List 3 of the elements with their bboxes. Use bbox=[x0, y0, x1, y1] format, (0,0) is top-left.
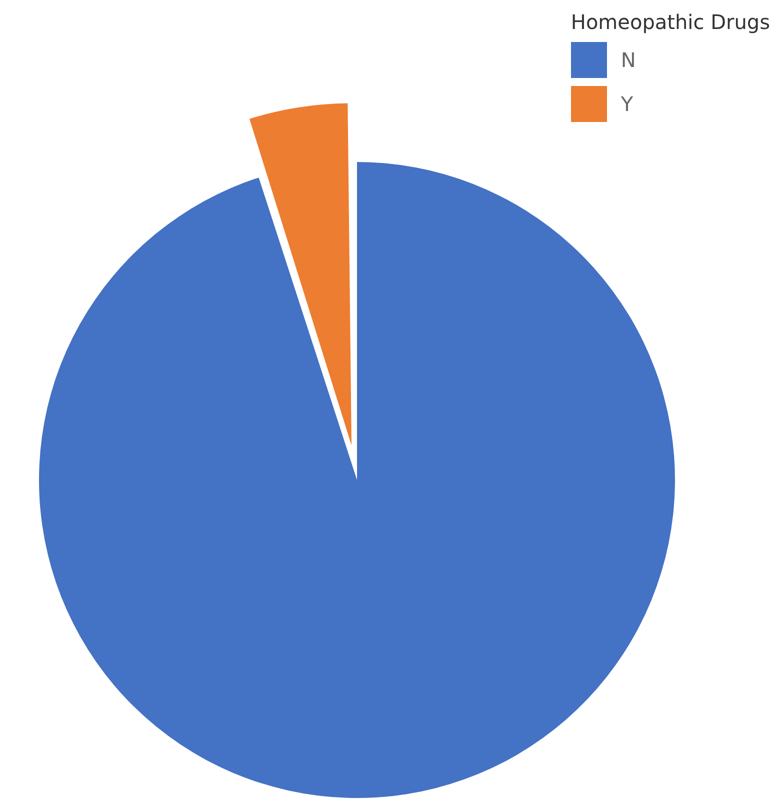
legend-label: Y bbox=[620, 92, 634, 116]
legend-title: Homeopathic Drugs bbox=[570, 10, 770, 34]
legend-label: N bbox=[620, 48, 636, 72]
